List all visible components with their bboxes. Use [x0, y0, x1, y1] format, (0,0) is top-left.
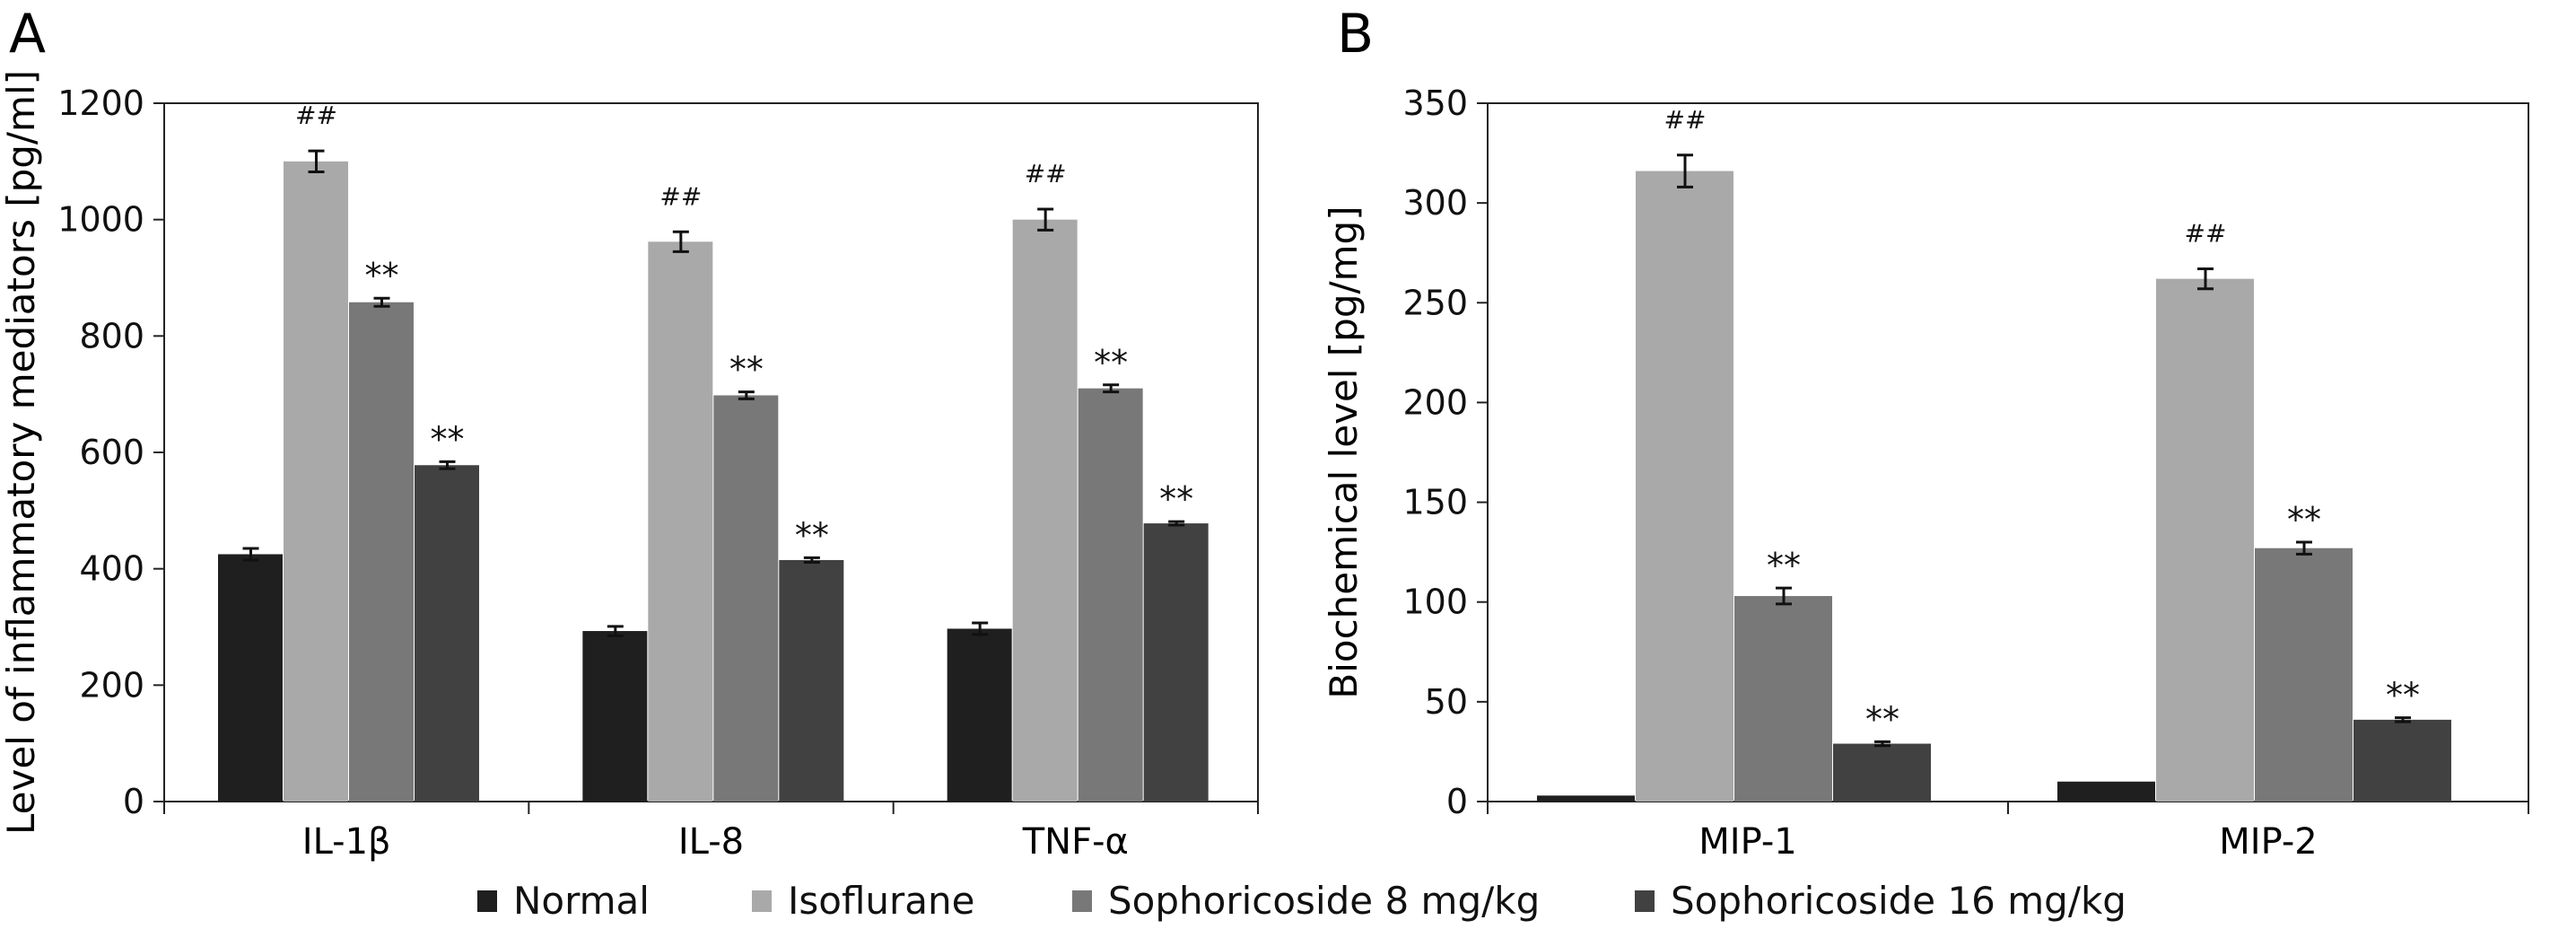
- legend-swatch: [752, 890, 772, 912]
- bar: [2255, 548, 2353, 802]
- legend-swatch: [1635, 890, 1655, 912]
- bar: [415, 465, 479, 802]
- panel-letter: B: [1337, 3, 1374, 66]
- y-tick-label: 100: [1402, 583, 1468, 622]
- bar: [1143, 523, 1209, 802]
- y-tick-label: 250: [1402, 283, 1468, 322]
- y-tick-label: 200: [79, 665, 144, 705]
- y-tick-label: 400: [79, 549, 144, 589]
- significance-marker: ##: [295, 101, 337, 130]
- x-category-label: IL-8: [678, 821, 744, 863]
- legend-swatch: [477, 890, 497, 912]
- bar: [779, 559, 844, 802]
- significance-marker: **: [1094, 343, 1128, 382]
- bar: [1537, 795, 1635, 802]
- significance-marker: **: [1159, 479, 1193, 519]
- bar: [218, 554, 283, 802]
- legend-label: Normal: [513, 879, 650, 923]
- bar: [947, 628, 1012, 802]
- bar: [582, 631, 648, 802]
- bar: [349, 302, 414, 802]
- bar: [2057, 781, 2155, 802]
- legend-label: Sophoricoside 16 mg/kg: [1671, 879, 2126, 923]
- significance-marker: ##: [1664, 105, 1707, 135]
- significance-marker: ##: [1025, 159, 1067, 188]
- chart-panel-b: B 0 50 100 150 200 250 300 350 Biochemical level …: [1322, 3, 2529, 863]
- legend-swatch: [1072, 890, 1092, 912]
- y-axis-title: Level of inflammatory mediators [pg/ml]: [0, 70, 43, 835]
- x-category-label: MIP-2: [2219, 821, 2317, 863]
- significance-marker: **: [2287, 500, 2321, 539]
- bar: [713, 395, 779, 802]
- legend-label: Isoflurane: [788, 879, 975, 923]
- y-tick-label: 50: [1425, 682, 1468, 722]
- legend: Normal Isoflurane Sophoricoside 8 mg/kg Sop…: [477, 879, 2126, 923]
- y-tick-label: 1000: [57, 200, 144, 240]
- significance-marker: **: [365, 256, 399, 295]
- bar: [1636, 171, 1733, 802]
- bar: [1734, 596, 1832, 802]
- y-tick-label: 200: [1402, 382, 1468, 422]
- y-tick-label: 800: [79, 316, 144, 355]
- y-tick-label: 1200: [57, 83, 144, 123]
- y-tick-label: 0: [1446, 782, 1468, 821]
- bar: [2353, 719, 2451, 802]
- y-tick-label: 0: [123, 782, 144, 821]
- bar: [284, 161, 348, 802]
- significance-marker: **: [795, 515, 829, 555]
- significance-marker: **: [1865, 699, 1899, 739]
- y-tick-label: 600: [79, 433, 144, 472]
- panel-letter: A: [9, 3, 46, 66]
- significance-marker: **: [2386, 676, 2420, 715]
- y-tick-label: 350: [1402, 83, 1468, 123]
- significance-marker: **: [1767, 546, 1801, 585]
- chart-panel-a: A 0 200 400 600 800 1000 1200 Level of inflammat…: [0, 3, 1259, 863]
- significance-marker: ##: [659, 181, 702, 211]
- x-category-label: IL-1β: [302, 821, 391, 863]
- y-tick-label: 300: [1402, 183, 1468, 223]
- bar: [2156, 278, 2254, 802]
- bar: [1833, 743, 1931, 802]
- x-category-label: MIP-1: [1698, 821, 1796, 863]
- bar: [648, 241, 713, 802]
- x-category-label: TNF-α: [1022, 821, 1129, 863]
- bar: [1012, 219, 1078, 802]
- bar: [1078, 388, 1143, 802]
- significance-marker: ##: [2185, 218, 2227, 248]
- y-tick-label: 150: [1402, 483, 1468, 522]
- significance-marker: **: [431, 419, 465, 459]
- legend-label: Sophoricoside 8 mg/kg: [1108, 879, 1540, 923]
- significance-marker: **: [729, 350, 764, 390]
- y-axis-title: Biochemical level [pg/mg]: [1322, 206, 1366, 698]
